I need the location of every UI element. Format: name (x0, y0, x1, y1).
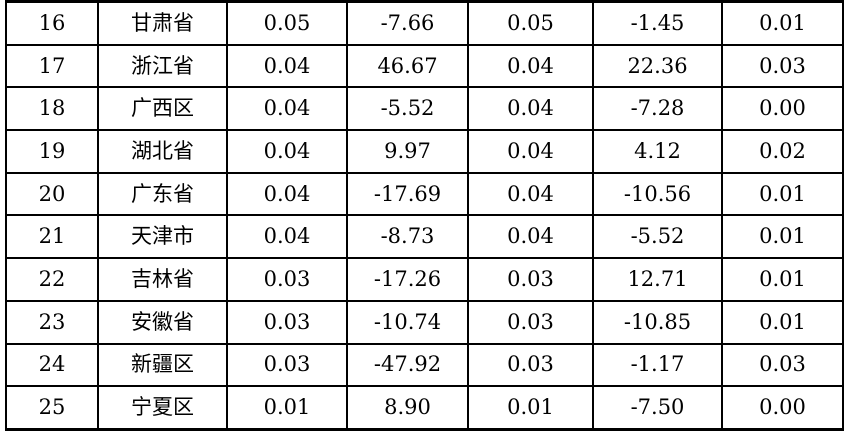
value-cell: 0.01 (226, 385, 348, 431)
value-cell: 0.03 (226, 257, 348, 302)
value-cell: 0.04 (467, 214, 594, 260)
value-cell: -10.85 (592, 299, 723, 345)
value-cell: -17.26 (346, 257, 469, 302)
table-row: 22 吉林省 0.03 -17.26 0.03 12.71 0.01 (5, 257, 844, 302)
table-row: 23 安徽省 0.03 -10.74 0.03 -10.85 0.01 (5, 299, 844, 345)
value-cell: 0.01 (721, 0, 844, 46)
value-cell: -7.28 (592, 86, 723, 132)
province-cell: 广东省 (97, 171, 228, 217)
row-number-cell: 23 (5, 299, 99, 345)
row-number-cell: 18 (5, 86, 99, 132)
value-cell: -10.74 (346, 299, 469, 345)
table-row: 25 宁夏区 0.01 8.90 0.01 -7.50 0.00 (5, 385, 844, 431)
province-cell: 甘肃省 (97, 0, 228, 46)
row-number-cell: 25 (5, 385, 99, 431)
value-cell: -1.45 (592, 0, 723, 46)
value-cell: 0.03 (226, 299, 348, 345)
value-cell: -47.92 (346, 342, 469, 388)
value-cell: 0.01 (721, 257, 844, 302)
table-row: 19 湖北省 0.04 9.97 0.04 4.12 0.02 (5, 129, 844, 174)
value-cell: 0.03 (467, 342, 594, 388)
table-row: 20 广东省 0.04 -17.69 0.04 -10.56 0.01 (5, 171, 844, 217)
value-cell: 0.04 (226, 86, 348, 132)
table-body: 16 甘肃省 0.05 -7.66 0.05 -1.45 0.01 17 浙江省 0.04 46.6… (5, 0, 844, 431)
value-cell: 0.01 (721, 214, 844, 260)
value-cell: 0.00 (721, 86, 844, 132)
row-number-cell: 16 (5, 0, 99, 46)
value-cell: -5.52 (592, 214, 723, 260)
value-cell: 0.04 (467, 43, 594, 89)
value-cell: -17.69 (346, 171, 469, 217)
value-cell: 46.67 (346, 43, 469, 89)
table-row: 16 甘肃省 0.05 -7.66 0.05 -1.45 0.01 (5, 0, 844, 46)
value-cell: 22.36 (592, 43, 723, 89)
table-row: 24 新疆区 0.03 -47.92 0.03 -1.17 0.03 (5, 342, 844, 388)
value-cell: 8.90 (346, 385, 469, 431)
value-cell: 0.04 (467, 171, 594, 217)
province-cell: 吉林省 (97, 257, 228, 302)
value-cell: 0.04 (467, 86, 594, 132)
row-number-cell: 22 (5, 257, 99, 302)
value-cell: 0.03 (467, 257, 594, 302)
value-cell: 0.01 (467, 385, 594, 431)
value-cell: 0.04 (226, 129, 348, 174)
row-number-cell: 24 (5, 342, 99, 388)
value-cell: -1.17 (592, 342, 723, 388)
row-number-cell: 19 (5, 129, 99, 174)
value-cell: 0.01 (721, 299, 844, 345)
value-cell: 0.02 (721, 129, 844, 174)
row-number-cell: 20 (5, 171, 99, 217)
value-cell: 9.97 (346, 129, 469, 174)
value-cell: 0.03 (721, 43, 844, 89)
value-cell: 0.05 (467, 0, 594, 46)
table-row: 21 天津市 0.04 -8.73 0.04 -5.52 0.01 (5, 214, 844, 260)
province-cell: 宁夏区 (97, 385, 228, 431)
value-cell: 0.03 (467, 299, 594, 345)
province-cell: 广西区 (97, 86, 228, 132)
table-row: 18 广西区 0.04 -5.52 0.04 -7.28 0.00 (5, 86, 844, 132)
value-cell: 0.01 (721, 171, 844, 217)
value-cell: 0.00 (721, 385, 844, 431)
province-cell: 天津市 (97, 214, 228, 260)
value-cell: 0.04 (226, 214, 348, 260)
province-cell: 新疆区 (97, 342, 228, 388)
data-table: 16 甘肃省 0.05 -7.66 0.05 -1.45 0.01 17 浙江省 0.04 46.6… (5, 0, 844, 431)
value-cell: -7.66 (346, 0, 469, 46)
province-cell: 湖北省 (97, 129, 228, 174)
province-cell: 安徽省 (97, 299, 228, 345)
value-cell: -10.56 (592, 171, 723, 217)
value-cell: -5.52 (346, 86, 469, 132)
value-cell: 0.03 (226, 342, 348, 388)
value-cell: -7.50 (592, 385, 723, 431)
value-cell: -8.73 (346, 214, 469, 260)
value-cell: 4.12 (592, 129, 723, 174)
row-number-cell: 17 (5, 43, 99, 89)
value-cell: 12.71 (592, 257, 723, 302)
value-cell: 0.04 (467, 129, 594, 174)
row-number-cell: 21 (5, 214, 99, 260)
table-row: 17 浙江省 0.04 46.67 0.04 22.36 0.03 (5, 43, 844, 89)
province-cell: 浙江省 (97, 43, 228, 89)
value-cell: 0.05 (226, 0, 348, 46)
value-cell: 0.03 (721, 342, 844, 388)
value-cell: 0.04 (226, 43, 348, 89)
value-cell: 0.04 (226, 171, 348, 217)
